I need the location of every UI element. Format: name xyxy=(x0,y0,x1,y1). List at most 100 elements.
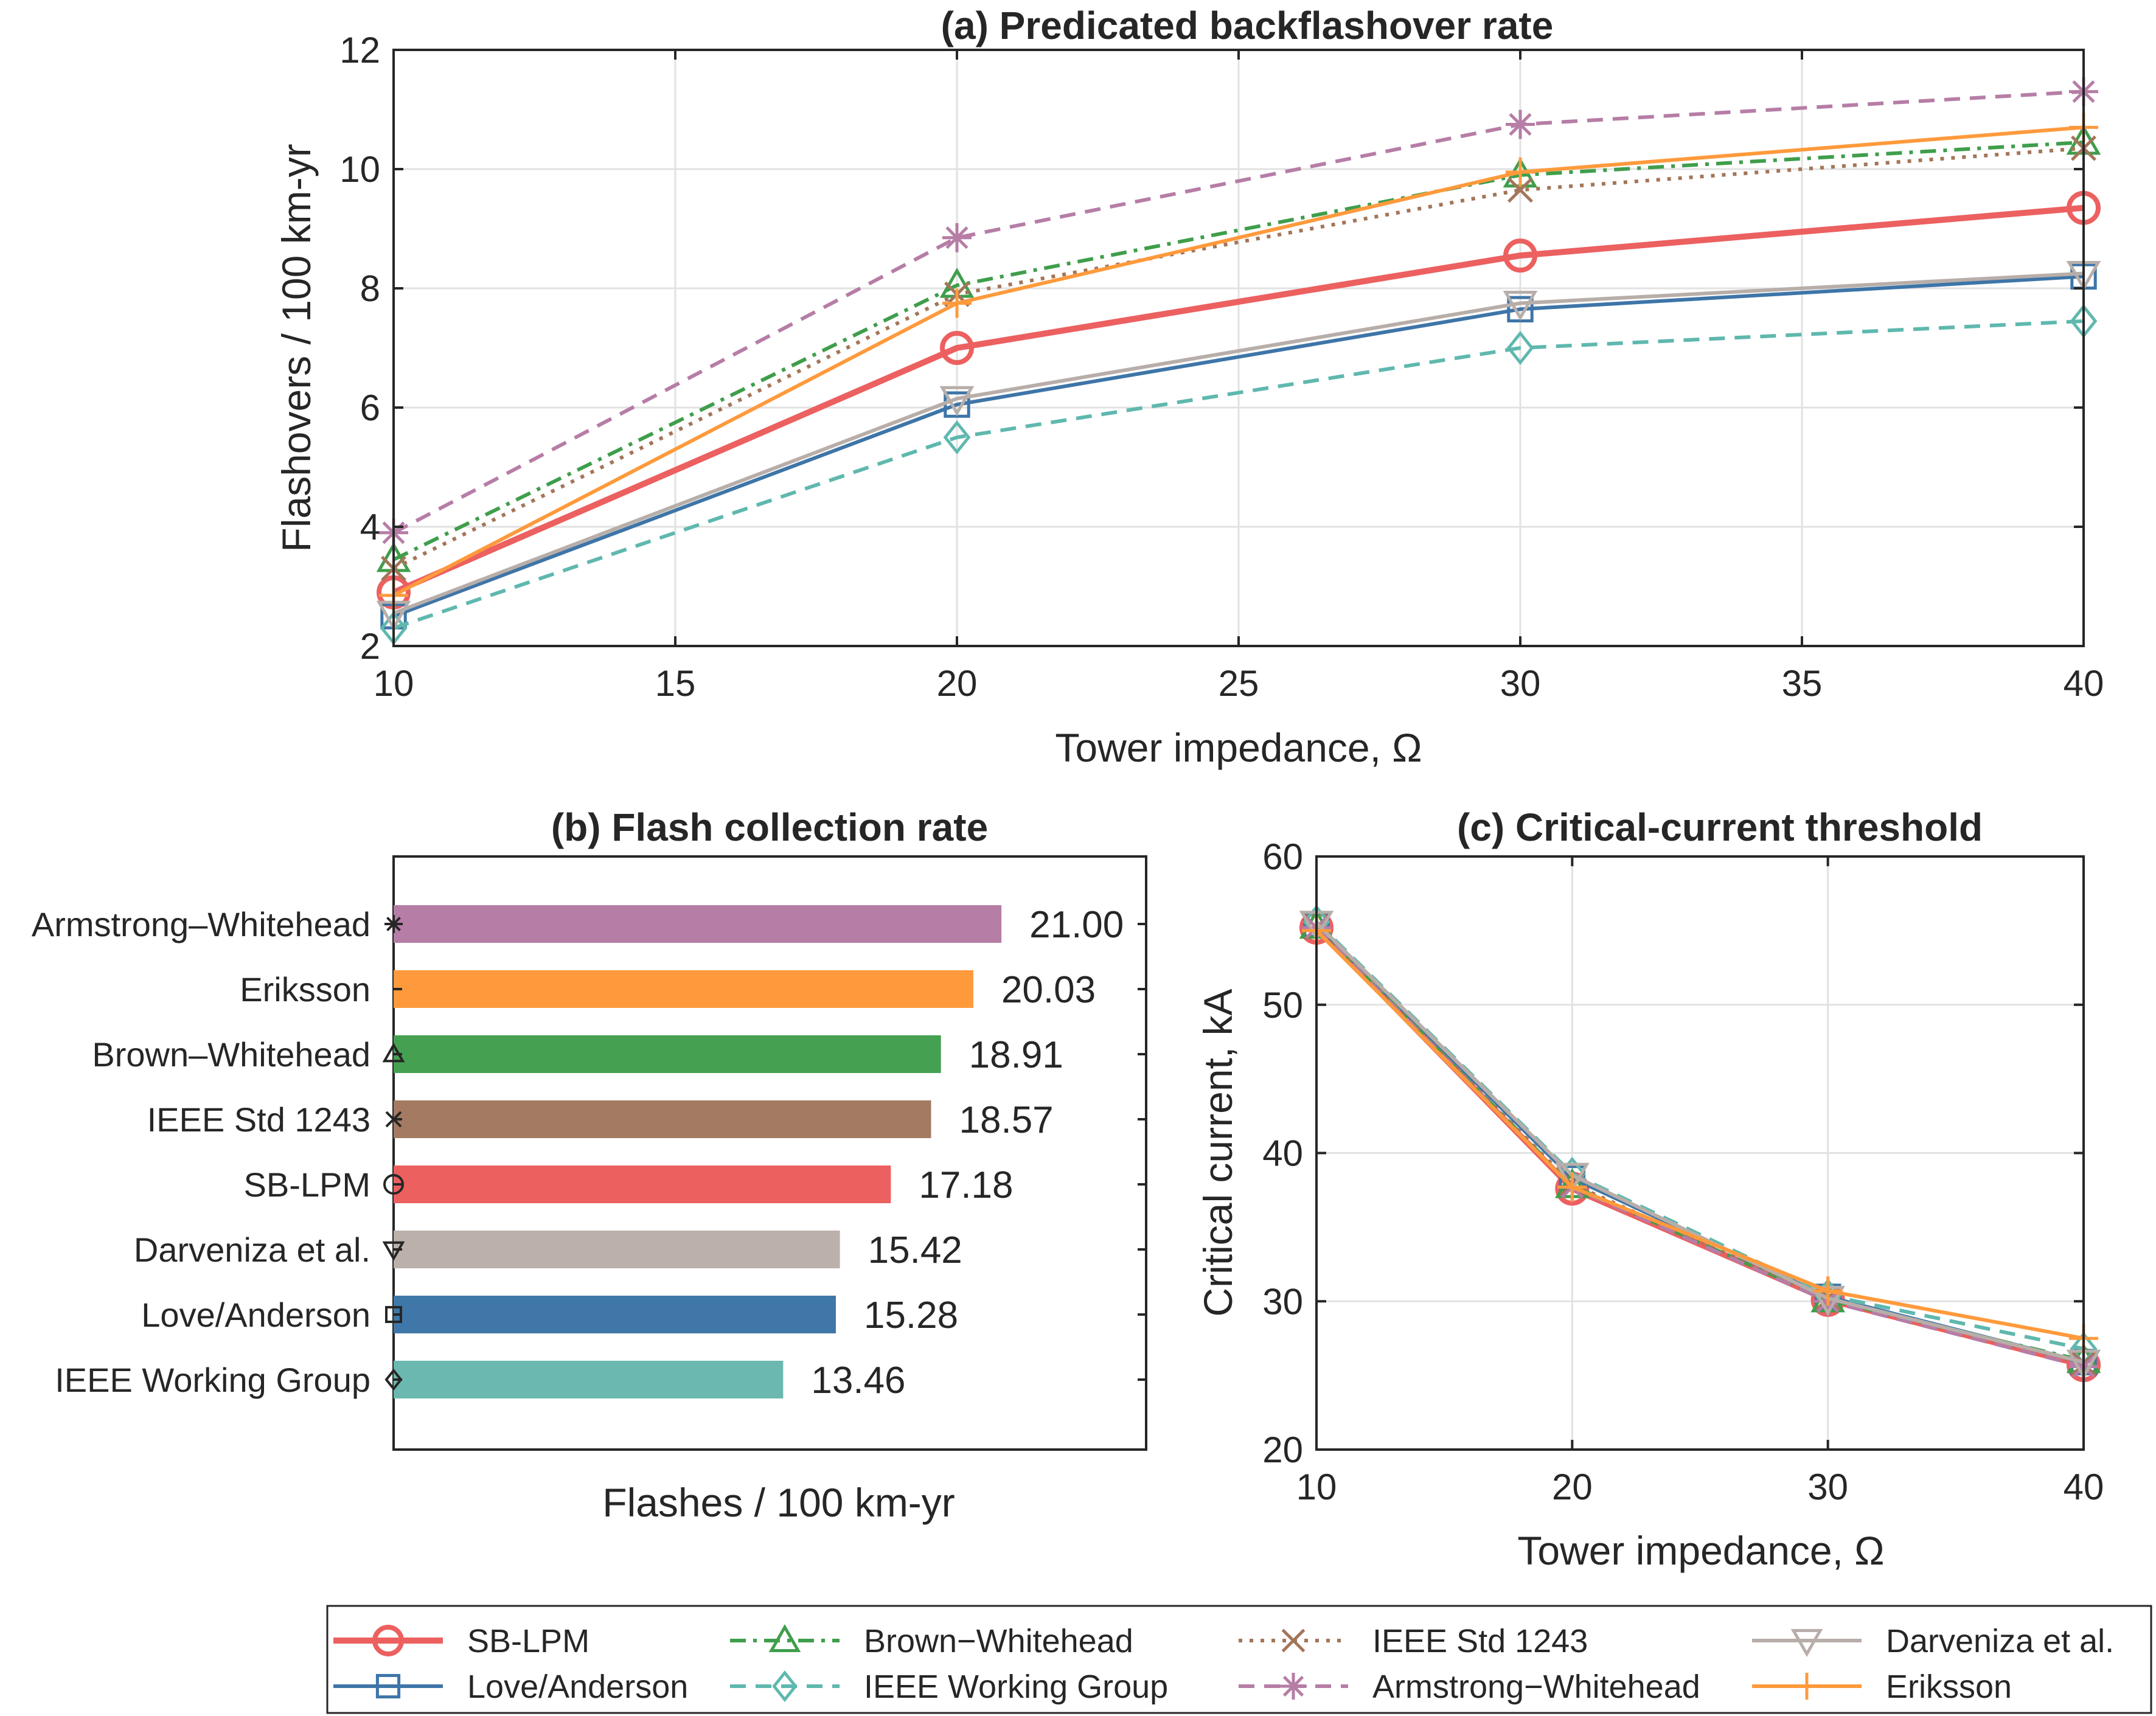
legend-item: IEEE Working Group xyxy=(730,1669,1168,1705)
panel-c-series-7 xyxy=(1302,915,2098,1353)
bar-value-label: 13.46 xyxy=(811,1360,905,1402)
panel-a-title: (a) Predicated backflashover rate xyxy=(941,4,1554,47)
panel-a: (a) Predicated backflashover rate 10 15 20… xyxy=(274,4,2104,770)
legend-label: Love/Anderson xyxy=(467,1669,688,1705)
panel-c-series-5 xyxy=(1302,913,2098,1381)
legend-marker xyxy=(375,1673,401,1699)
panel-b-title: (b) Flash collection rate xyxy=(551,805,988,849)
panel-a-series xyxy=(376,77,2101,645)
legend-item: Love/Anderson xyxy=(333,1669,688,1705)
legend: SB-LPM Brown−Whitehead IEEE Std 1243 Darven… xyxy=(326,1605,2152,1714)
bar-value-label: 21.00 xyxy=(1029,904,1124,946)
panel-c-data-point xyxy=(1813,1276,1843,1306)
panel-a-ytick-label: 2 xyxy=(360,626,380,667)
legend-marker xyxy=(768,1624,801,1652)
legend-label: SB-LPM xyxy=(467,1623,589,1659)
panel-a-data-point xyxy=(1503,291,1538,321)
panel-a-data-point xyxy=(1506,157,1535,187)
panel-c-grid xyxy=(1315,855,2085,1451)
panel-a-data-point xyxy=(942,223,972,252)
panel-a-data-point xyxy=(942,288,972,318)
panel-a-data-point xyxy=(1507,177,1533,203)
legend-item: Darveniza et al. xyxy=(1752,1623,2114,1659)
legend-item: SB-LPM xyxy=(333,1623,589,1659)
panel-a-ylabel: Flashovers / 100 km-yr xyxy=(274,144,319,552)
panel-c-data-point xyxy=(1555,1162,1590,1193)
legend-marker xyxy=(1790,1629,1823,1658)
panel-a-data-point xyxy=(943,420,971,455)
panel-a-series-line xyxy=(392,89,2084,535)
panel-c-series-4 xyxy=(1304,915,2096,1377)
panel-c-xtick-label: 10 xyxy=(1296,1467,1337,1507)
panel-c-ytick-label: 20 xyxy=(1262,1429,1303,1470)
panel-a-ytick-label: 12 xyxy=(339,30,380,71)
panel-c-ytick-label: 50 xyxy=(1262,985,1303,1026)
panel-c-series-line xyxy=(1315,926,2084,1366)
panel-a-ytick-label: 6 xyxy=(360,387,380,428)
bar-category-label: Eriksson xyxy=(240,970,370,1009)
panel-b: (b) Flash collection rate 21.00 Armstrong… xyxy=(32,805,1147,1525)
bar-value-label: 20.03 xyxy=(1001,969,1096,1011)
panel-c-series-line xyxy=(1314,925,2085,1368)
panel-c-ytick-label: 40 xyxy=(1262,1133,1303,1174)
category-marker xyxy=(383,1174,404,1195)
legend-marker xyxy=(772,1670,798,1703)
panel-a-data-point xyxy=(1506,109,1535,139)
bar-category-label: IEEE Std 1243 xyxy=(147,1100,370,1139)
panel-b-axes-box xyxy=(392,855,1147,1451)
bar xyxy=(394,1231,840,1268)
panel-a-series-line xyxy=(392,146,2084,571)
panel-c-xtick-label: 30 xyxy=(1807,1467,1848,1507)
legend-label: IEEE Std 1243 xyxy=(1372,1623,1588,1659)
panel-c-xtick-label: 20 xyxy=(1552,1467,1593,1507)
bar-value-label: 15.42 xyxy=(868,1229,962,1271)
panel-a-ytick-label: 10 xyxy=(339,149,380,190)
panel-c-series-line xyxy=(1315,929,2084,1341)
panel-a-grid xyxy=(392,49,2085,647)
panel-c-series-1 xyxy=(1303,911,2097,1375)
legend-label: Darveniza et al. xyxy=(1886,1623,2114,1659)
panel-c-title: (c) Critical-current threshold xyxy=(1457,805,1983,849)
panel-c-series-3 xyxy=(1302,905,2098,1366)
legend-label: Armstrong−Whitehead xyxy=(1372,1669,1700,1705)
panel-c: (c) Critical-current threshold 10 20 30 402… xyxy=(1195,805,2104,1573)
bar-category-label: IEEE Working Group xyxy=(55,1361,370,1399)
panel-a-data-point xyxy=(1506,330,1534,366)
panel-a-data-point xyxy=(939,386,975,417)
panel-c-series-0 xyxy=(1299,911,2101,1383)
panel-b-bars: 21.00 Armstrong–Whitehead 20.03 Eriksson 18.… xyxy=(32,904,1146,1402)
panel-a-xlabel: Tower impedance, Ω xyxy=(1055,725,1422,770)
category-marker xyxy=(385,1306,402,1323)
legend-item: Eriksson xyxy=(1752,1669,2012,1705)
panel-a-ytick-label: 4 xyxy=(360,507,380,547)
legend-marker xyxy=(1793,1673,1820,1700)
bar-value-label: 17.18 xyxy=(919,1164,1013,1206)
bar-category-label: Armstrong–Whitehead xyxy=(32,905,370,943)
panel-a-series-line xyxy=(392,140,2084,561)
panel-a-xtick-label: 35 xyxy=(1782,663,1823,704)
category-marker xyxy=(382,1042,405,1063)
legend-label: Eriksson xyxy=(1886,1669,2012,1705)
panel-a-xtick-label: 30 xyxy=(1500,663,1541,704)
panel-c-data-point xyxy=(1557,1172,1587,1202)
category-marker xyxy=(385,1111,402,1128)
panel-c-ylabel: Critical current, kA xyxy=(1195,988,1240,1316)
bar xyxy=(394,1165,891,1203)
bar xyxy=(394,1100,931,1138)
panel-a-xtick-label: 15 xyxy=(655,663,696,704)
legend-marker xyxy=(1281,1628,1306,1653)
panel-a-xtick-label: 40 xyxy=(2064,663,2104,704)
legend-label: Brown−Whitehead xyxy=(864,1623,1133,1659)
panel-c-series-6 xyxy=(1299,911,2101,1380)
panel-a-series-line xyxy=(392,204,2084,596)
panel-c-series-2 xyxy=(1299,908,2101,1374)
panel-a-xtick-label: 20 xyxy=(937,663,978,704)
category-marker xyxy=(384,1368,403,1391)
bar-category-label: Love/Anderson xyxy=(141,1296,370,1334)
bar xyxy=(394,970,973,1008)
panel-b-xlabel: Flashes / 100 km-yr xyxy=(602,1480,955,1525)
bar-value-label: 18.91 xyxy=(969,1034,1063,1076)
bar-value-label: 18.57 xyxy=(959,1099,1054,1141)
legend-marker xyxy=(372,1625,404,1656)
